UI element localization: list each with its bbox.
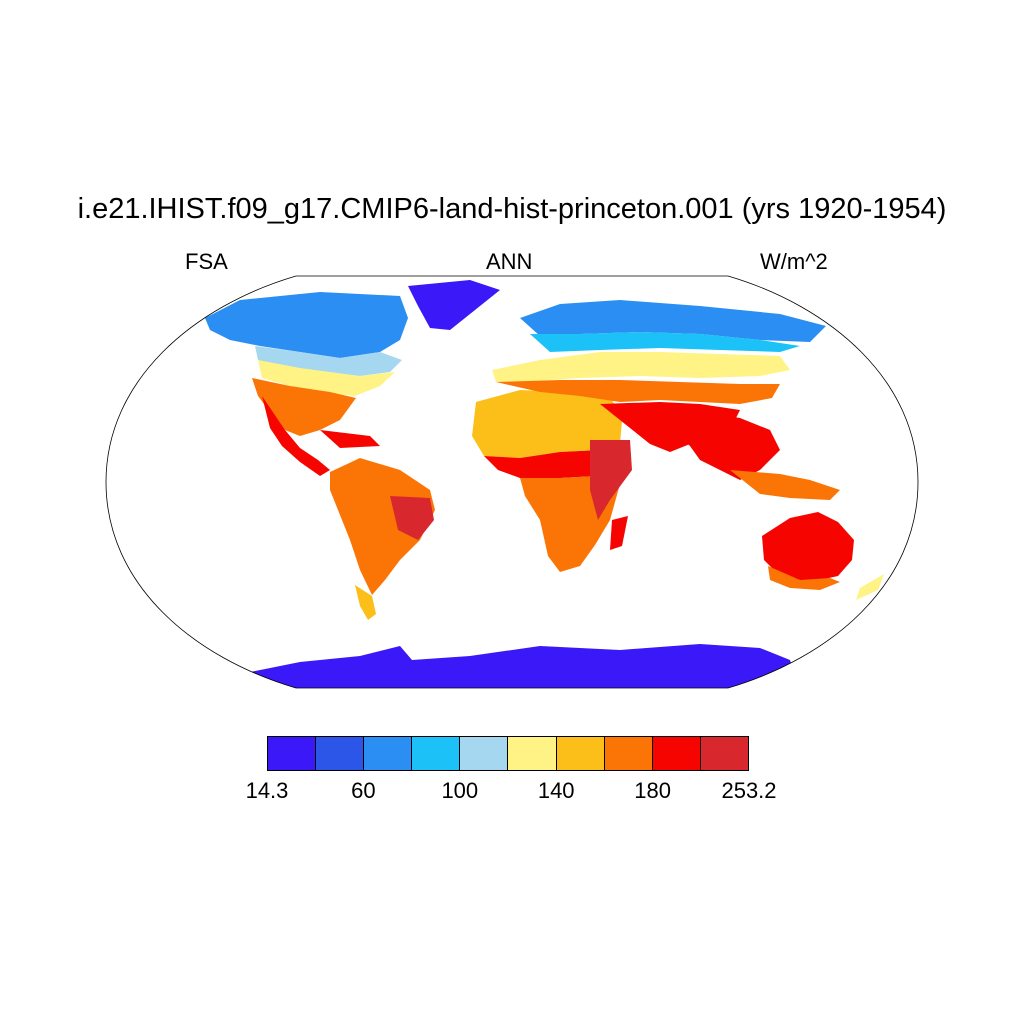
southeast-asia-islands: [730, 470, 840, 500]
africa-east: [590, 440, 632, 520]
north-america-midlat: [255, 346, 402, 376]
map-boundary: [105, 275, 919, 689]
colorbar-box: [411, 736, 460, 771]
land-fill-layer: [205, 280, 884, 688]
south-america-south: [355, 585, 376, 620]
south-america-tropics: [390, 496, 434, 540]
season-label: ANN: [486, 249, 533, 274]
colorbar-box: [459, 736, 508, 771]
australia-north: [762, 512, 854, 582]
eurasia-south: [496, 380, 780, 404]
plot-title: i.e21.IHIST.f09_g17.CMIP6-land-hist-prin…: [77, 193, 947, 225]
eurasia-arctic: [520, 300, 826, 342]
north-america-temperate: [258, 360, 395, 396]
eurasia-midlat: [492, 352, 790, 382]
colorbar-box: [363, 736, 412, 771]
new-zealand: [856, 574, 884, 600]
north-america-arctic: [205, 292, 408, 358]
mexico: [262, 396, 330, 476]
colorbar: [267, 736, 749, 771]
colorbar-box: [267, 736, 316, 771]
units-label: W/m^2: [760, 249, 828, 274]
colorbar-box: [699, 736, 749, 771]
south-america-north: [330, 458, 435, 595]
madagascar: [610, 516, 628, 550]
colorbar-box: [555, 736, 604, 771]
variable-label: FSA: [185, 249, 228, 274]
caribbean: [320, 430, 380, 448]
colorbar-tick-label: 180: [634, 778, 671, 803]
colorbar-tick-label: 253.2: [721, 778, 777, 803]
eurasia-boreal: [530, 332, 800, 352]
colorbar-tick-label: 60: [351, 778, 376, 803]
colorbar-box: [651, 736, 700, 771]
colorbar-box: [507, 736, 556, 771]
colorbar-tick-label: 14.3: [245, 778, 289, 803]
india-asia-south: [660, 412, 780, 480]
africa-north: [472, 390, 622, 458]
africa-sahel: [484, 450, 612, 478]
australia-south: [768, 566, 840, 590]
colorbar-tick-label: 100: [441, 778, 479, 803]
colorbar-box: [603, 736, 652, 771]
colorbar-box: [315, 736, 364, 771]
antarctica: [240, 644, 800, 688]
colorbar-tick-label: 140: [537, 778, 575, 803]
greenland: [408, 280, 500, 330]
